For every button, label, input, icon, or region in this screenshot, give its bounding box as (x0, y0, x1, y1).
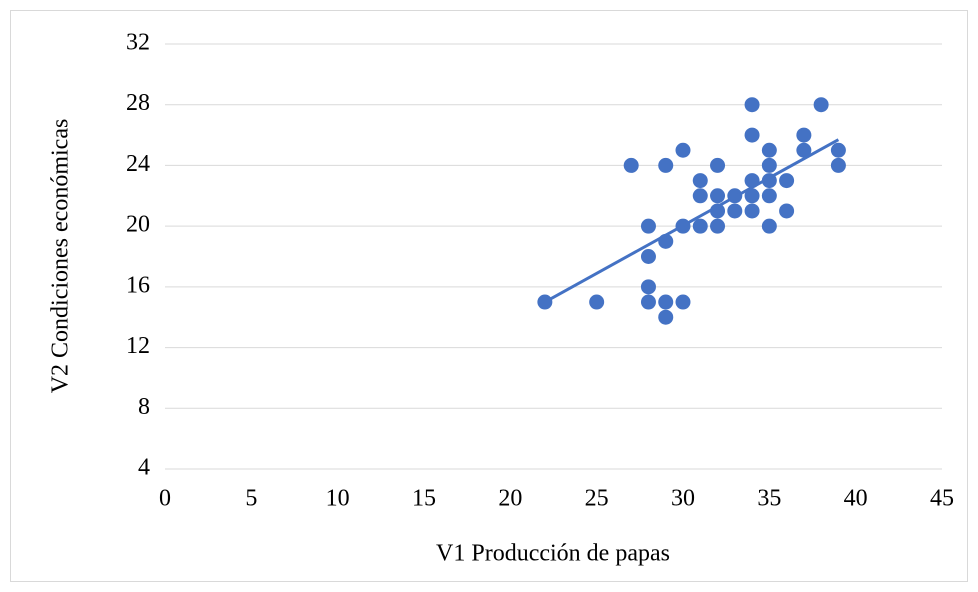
y-tick-label: 12 (126, 333, 150, 359)
x-tick-label: 35 (757, 486, 781, 512)
scatter-point (761, 142, 777, 158)
x-axis-title: V1 Producción de papas (436, 541, 670, 567)
scatter-point (830, 157, 846, 173)
scatter-point (675, 142, 691, 158)
x-tick-label: 30 (671, 486, 695, 512)
scatter-point (710, 218, 726, 234)
scatter-point (640, 279, 656, 295)
scatter-point (710, 188, 726, 204)
scatter-point (761, 188, 777, 204)
scatter-point (813, 97, 829, 113)
scatter-point (779, 203, 795, 219)
x-tick-label: 0 (159, 486, 171, 512)
scatter-point (796, 142, 812, 158)
scatter-point (589, 294, 605, 310)
scatter-point (640, 249, 656, 264)
scatter-point (692, 173, 708, 189)
scatter-point (744, 97, 760, 113)
y-tick-label: 4 (138, 455, 150, 481)
scatter-point (779, 173, 795, 189)
scatter-point (710, 157, 726, 173)
chart-frame (10, 10, 968, 582)
x-tick-label: 45 (930, 486, 954, 512)
scatter-point (761, 218, 777, 234)
y-tick-label: 24 (126, 151, 150, 177)
scatter-point (675, 294, 691, 310)
scatter-point (761, 157, 777, 173)
scatter-point (658, 294, 674, 310)
y-tick-label: 8 (138, 394, 150, 420)
scatter-point (623, 157, 639, 173)
scatter-point (640, 294, 656, 310)
scatter-point (658, 309, 674, 325)
scatter-point (744, 127, 760, 143)
scatter-point (692, 218, 708, 234)
scatter-point (658, 157, 674, 173)
y-tick-label: 28 (126, 90, 150, 116)
y-tick-label: 16 (126, 272, 150, 298)
y-tick-label: 20 (126, 212, 150, 238)
x-tick-label: 5 (245, 486, 257, 512)
scatter-point (744, 188, 760, 204)
scatter-point (692, 188, 708, 204)
y-axis-title: V2 Condiciones económicas (48, 119, 74, 394)
x-tick-label: 40 (844, 486, 868, 512)
scatter-point (727, 203, 743, 219)
scatter-point (796, 127, 812, 143)
scatter-point (830, 142, 846, 158)
x-tick-label: 25 (585, 486, 609, 512)
y-tick-label: 32 (126, 30, 150, 56)
scatter-point (744, 203, 760, 219)
x-tick-label: 10 (326, 486, 350, 512)
scatter-point (640, 218, 656, 234)
trendline (544, 138, 840, 304)
x-tick-label: 15 (412, 486, 436, 512)
x-tick-label: 20 (498, 486, 522, 512)
